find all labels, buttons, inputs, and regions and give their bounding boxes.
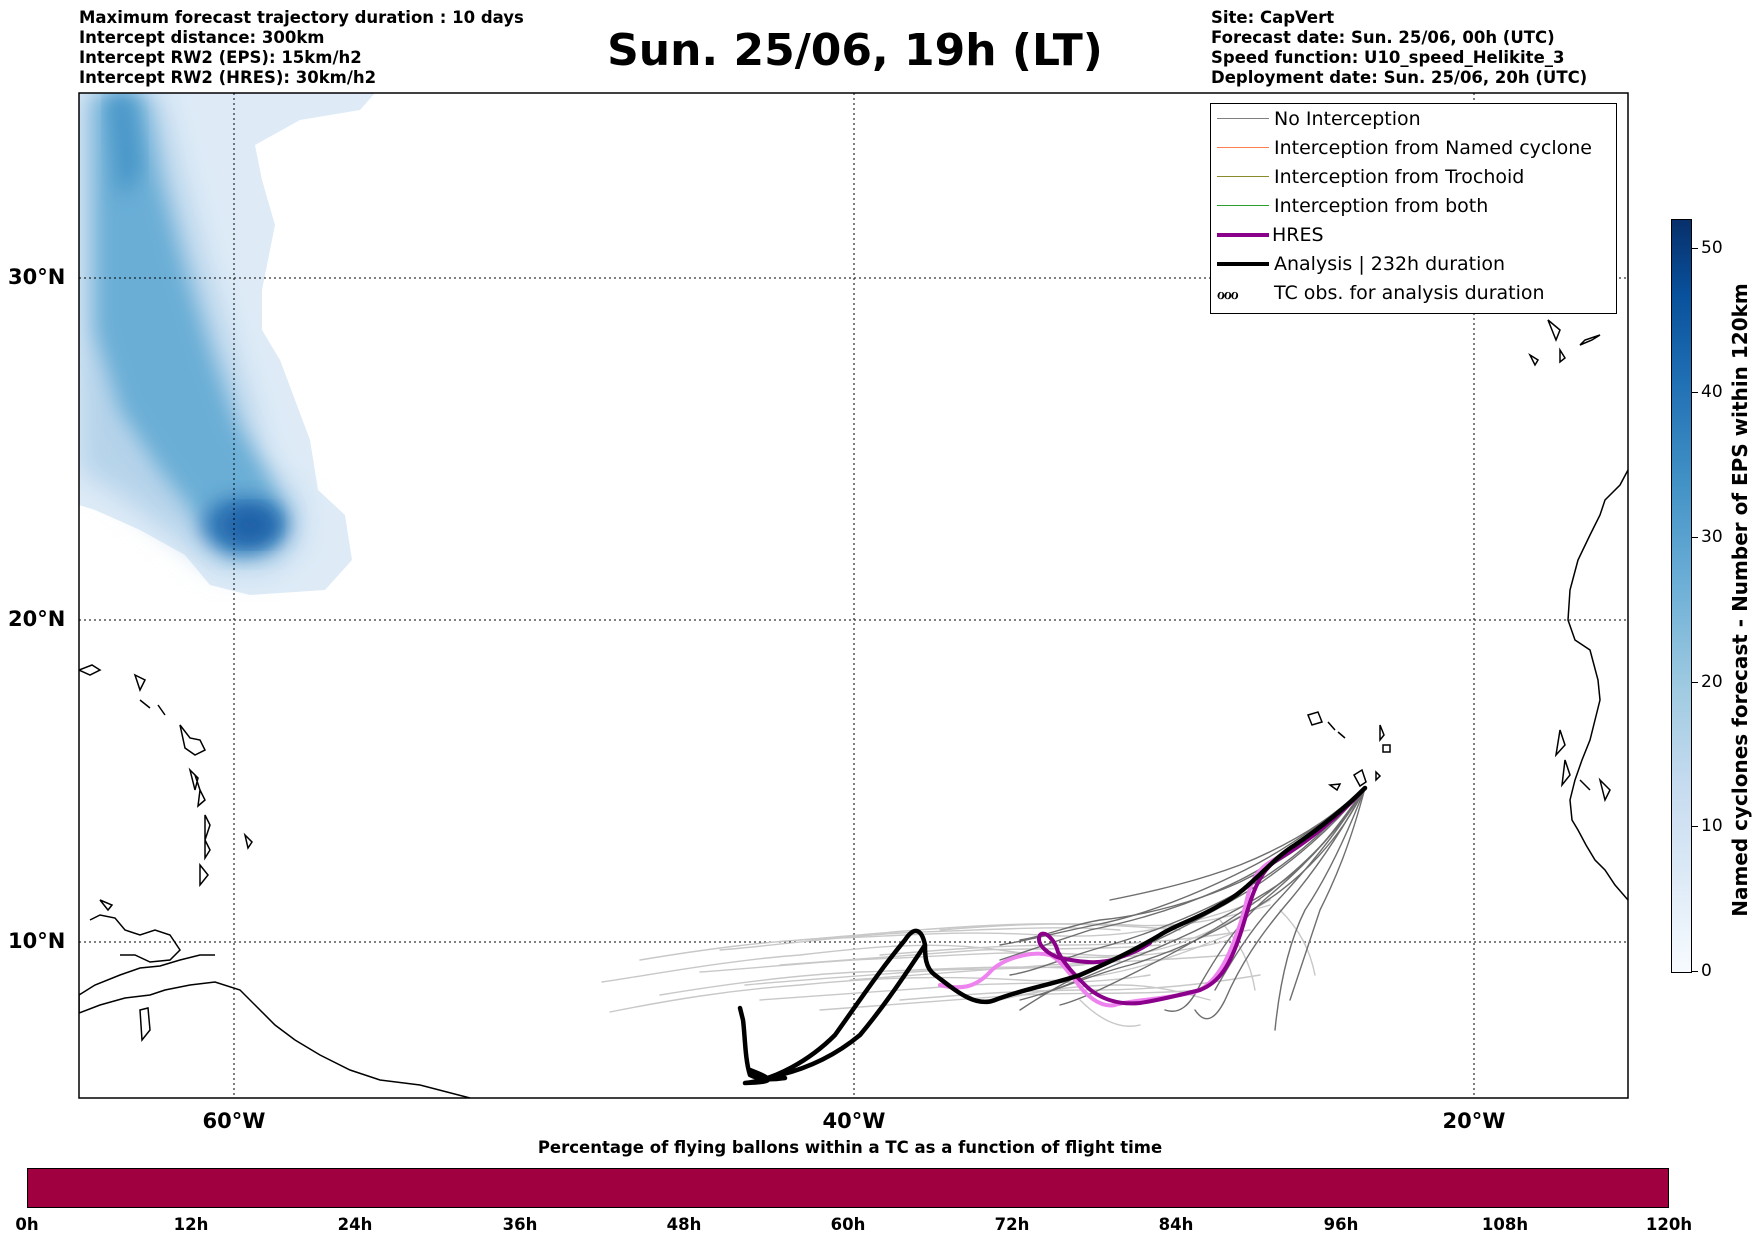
legend-label: TC obs. for analysis duration xyxy=(1274,282,1545,304)
colorbar-label: 30 xyxy=(1701,527,1723,547)
legend-line-orange xyxy=(1217,147,1269,148)
colorbar-tick xyxy=(1692,682,1698,683)
legend-item-hres: HRES xyxy=(1211,222,1611,251)
colorbar-tick xyxy=(1692,971,1698,972)
flight-bar-tick: 48h xyxy=(666,1215,702,1234)
legend-line-olive xyxy=(1217,176,1269,177)
lon-label-40w: 40°W xyxy=(822,1109,886,1133)
flight-percentage-bar xyxy=(27,1168,1669,1208)
lat-label-10n: 10°N xyxy=(8,929,66,953)
speed-function-text: Speed function: U10_speed_Helikite_3 xyxy=(1211,48,1565,67)
legend-line-purple xyxy=(1217,233,1269,237)
colorbar-tick xyxy=(1692,248,1698,249)
colorbar-label: 50 xyxy=(1701,238,1723,258)
legend-line-gray xyxy=(1217,118,1269,119)
lon-label-20w: 20°W xyxy=(1442,1109,1506,1133)
legend-label: Analysis | 232h duration xyxy=(1274,253,1506,275)
legend-item-named-cyclone: Interception from Named cyclone xyxy=(1211,135,1611,164)
legend-line-green xyxy=(1217,205,1269,206)
legend-label: No Interception xyxy=(1274,108,1421,130)
legend-item-tc-obs: ℴℴℴ TC obs. for analysis duration xyxy=(1211,280,1611,309)
intercept-eps-text: Intercept RW2 (EPS): 15km/h2 xyxy=(79,48,362,67)
max-duration-text: Maximum forecast trajectory duration : 1… xyxy=(79,8,524,27)
lon-label-60w: 60°W xyxy=(202,1109,266,1133)
legend-label: Interception from both xyxy=(1274,195,1489,217)
flight-bar-tick: 120h xyxy=(1645,1215,1693,1234)
legend-label: Interception from Named cyclone xyxy=(1274,137,1592,159)
coastlines xyxy=(79,319,1628,1098)
legend-item-no-interception: No Interception xyxy=(1211,106,1611,135)
flight-bar-tick: 24h xyxy=(337,1215,373,1234)
forecast-date-text: Forecast date: Sun. 25/06, 00h (UTC) xyxy=(1211,28,1555,47)
tc-symbol-icon: ℴℴℴ xyxy=(1217,284,1239,304)
colorbar-tick xyxy=(1692,392,1698,393)
site-info: Site: CapVert Forecast date: Sun. 25/06,… xyxy=(1211,8,1587,88)
legend-item-both: Interception from both xyxy=(1211,193,1611,222)
flight-bar-tick: 108h xyxy=(1481,1215,1529,1234)
cyclone-density-field xyxy=(79,93,375,595)
legend-line-black xyxy=(1217,262,1269,266)
flight-bar-tick: 12h xyxy=(173,1215,209,1234)
flight-bar-tick: 96h xyxy=(1323,1215,1359,1234)
colorbar-title: Named cyclones forecast - Number of EPS … xyxy=(1728,283,1752,917)
colorbar-label: 20 xyxy=(1701,672,1723,692)
legend-item-trochoid: Interception from Trochoid xyxy=(1211,164,1611,193)
deployment-date-text: Deployment date: Sun. 25/06, 20h (UTC) xyxy=(1211,68,1588,87)
lat-label-20n: 20°N xyxy=(8,607,66,631)
legend-item-analysis: Analysis | 232h duration xyxy=(1211,251,1611,280)
intercept-distance-text: Intercept distance: 300km xyxy=(79,28,325,47)
colorbar-tick xyxy=(1692,826,1698,827)
flight-bar-tick: 0h xyxy=(15,1215,39,1234)
flight-bar-tick: 84h xyxy=(1158,1215,1194,1234)
map-legend: No Interception Interception from Named … xyxy=(1210,103,1617,314)
colorbar-label: 40 xyxy=(1701,382,1723,402)
intercept-hres-text: Intercept RW2 (HRES): 30km/h2 xyxy=(79,68,377,87)
colorbar-label: 10 xyxy=(1701,816,1723,836)
colorbar-tick xyxy=(1692,537,1698,538)
forecast-settings: Maximum forecast trajectory duration : 1… xyxy=(79,8,524,88)
site-text: Site: CapVert xyxy=(1211,8,1335,27)
flight-bar-tick: 36h xyxy=(502,1215,538,1234)
lat-label-30n: 30°N xyxy=(8,265,66,289)
legend-label: Interception from Trochoid xyxy=(1274,166,1525,188)
analysis-track xyxy=(737,785,1368,1086)
flight-bar-title: Percentage of flying ballons within a TC… xyxy=(537,1138,1163,1157)
colorbar-label: 0 xyxy=(1701,961,1712,981)
page-title: Sun. 25/06, 19h (LT) xyxy=(607,25,1103,76)
legend-label: HRES xyxy=(1272,224,1324,246)
flight-bar-tick: 60h xyxy=(830,1215,866,1234)
flight-bar-tick: 72h xyxy=(994,1215,1030,1234)
colorbar xyxy=(1671,219,1692,973)
